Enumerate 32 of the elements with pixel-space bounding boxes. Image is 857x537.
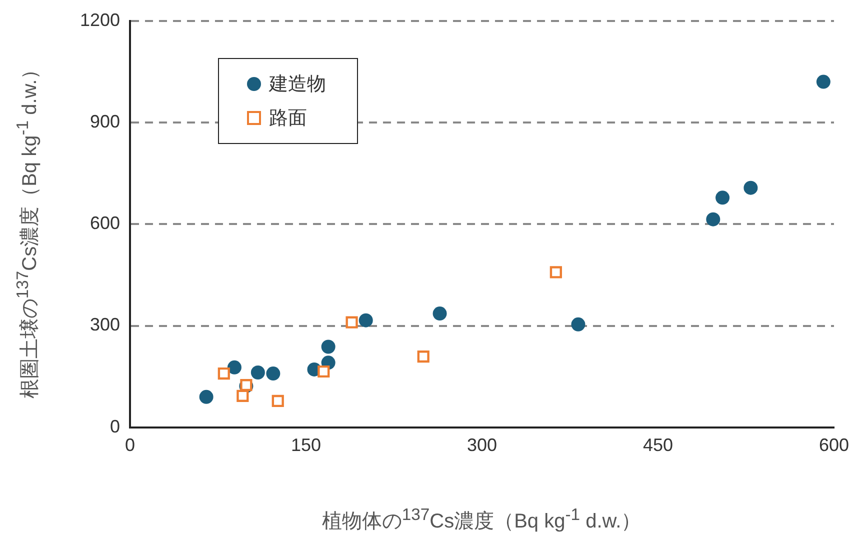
x-axis-title: 植物体の$^{137}$Cs濃度（Bq kg$^{-1}$ d.w.） xyxy=(320,505,642,535)
point xyxy=(417,350,430,363)
y-tick-label: 600 xyxy=(90,213,120,234)
point xyxy=(550,266,562,278)
point xyxy=(218,367,230,380)
point xyxy=(816,74,830,89)
point xyxy=(358,313,373,328)
y-tick-label: 300 xyxy=(90,314,120,335)
legend-label: 路面 xyxy=(269,107,307,131)
x-tick-label: 0 xyxy=(125,435,136,456)
point xyxy=(744,180,758,195)
point xyxy=(346,316,358,328)
point xyxy=(236,390,249,402)
point xyxy=(321,340,336,354)
x-tick-label: 450 xyxy=(642,435,674,456)
y-tick-label: 900 xyxy=(90,111,120,132)
point xyxy=(706,212,720,226)
point xyxy=(272,394,284,408)
y-tick-label: 1200 xyxy=(80,10,120,30)
point xyxy=(250,366,265,380)
y-tick-label: 0 xyxy=(110,416,120,436)
point xyxy=(266,366,280,381)
x-tick-label: 150 xyxy=(291,435,322,456)
x-tick-label: 600 xyxy=(818,435,850,456)
legend-label: 建造物 xyxy=(269,73,326,97)
point xyxy=(227,360,242,374)
point xyxy=(571,317,586,332)
point xyxy=(716,190,730,205)
point xyxy=(199,390,214,404)
point xyxy=(432,306,447,321)
x-tick-label: 300 xyxy=(466,435,498,456)
point xyxy=(318,365,330,378)
